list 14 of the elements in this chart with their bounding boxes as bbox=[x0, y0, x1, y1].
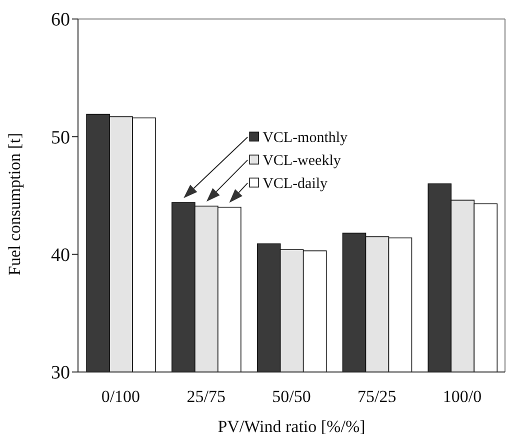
x-tick-label: 100/0 bbox=[442, 387, 482, 406]
y-tick-label: 30 bbox=[51, 362, 70, 384]
x-tick-label: 50/50 bbox=[272, 387, 311, 406]
x-axis-title: PV/Wind ratio [%/%] bbox=[218, 417, 366, 434]
legend-label: VCL-weekly bbox=[262, 153, 342, 170]
legend-label: VCL-monthly bbox=[262, 130, 348, 146]
x-tick-label: 75/25 bbox=[358, 387, 396, 406]
y-tick-label: 40 bbox=[51, 245, 70, 266]
legend-label: VCL-daily bbox=[262, 176, 328, 192]
y-tick-label: 60 bbox=[51, 10, 70, 31]
y-axis-title: Fuel consumption [t] bbox=[5, 132, 24, 276]
x-tick-label: 0/100 bbox=[101, 387, 140, 406]
x-tick-label: 25/75 bbox=[186, 387, 226, 406]
y-tick-label: 50 bbox=[51, 127, 70, 148]
